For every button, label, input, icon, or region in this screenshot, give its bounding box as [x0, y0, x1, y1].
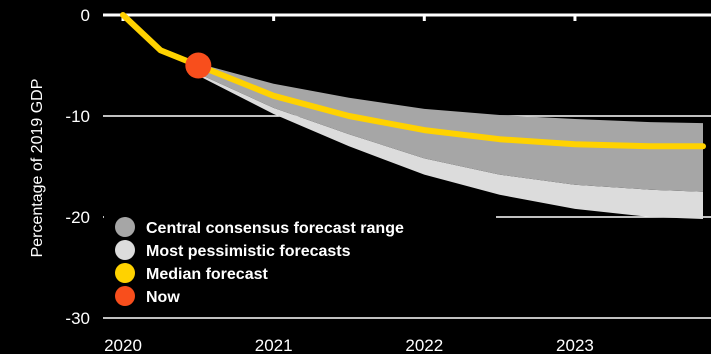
x-tick-label: 2020 [104, 336, 142, 354]
x-tick-label: 2023 [556, 336, 594, 354]
central-band [198, 63, 704, 192]
x-tick-label: 2021 [255, 336, 293, 354]
legend-label: Central consensus forecast range [146, 220, 404, 237]
legend-label: Most pessimistic forecasts [146, 243, 351, 260]
legend-marker [115, 263, 135, 283]
legend-marker [115, 217, 135, 237]
x-tick-labels: 2020 2021 2022 2023 [104, 336, 594, 354]
legend-label: Median forecast [146, 266, 268, 283]
legend: Central consensus forecast range Most pes… [104, 212, 496, 312]
x-tick-label: 2022 [405, 336, 443, 354]
y-axis-label: Percentage of 2019 GDP [29, 79, 46, 258]
legend-marker [115, 286, 135, 306]
y-tick-label: -20 [65, 208, 90, 227]
y-tick-labels: 0 -10 -20 -30 [65, 6, 90, 328]
legend-background [104, 212, 496, 312]
pessimistic-band [198, 73, 704, 219]
series-lines [120, 12, 706, 150]
median-line [120, 12, 706, 150]
forecast-bands [198, 63, 704, 219]
y-tick-label: -10 [65, 107, 90, 126]
y-tick-label: 0 [81, 6, 90, 25]
now-point [185, 52, 212, 79]
y-tick-label: -30 [65, 309, 90, 328]
legend-label: Now [146, 289, 180, 306]
legend-marker [115, 240, 135, 260]
